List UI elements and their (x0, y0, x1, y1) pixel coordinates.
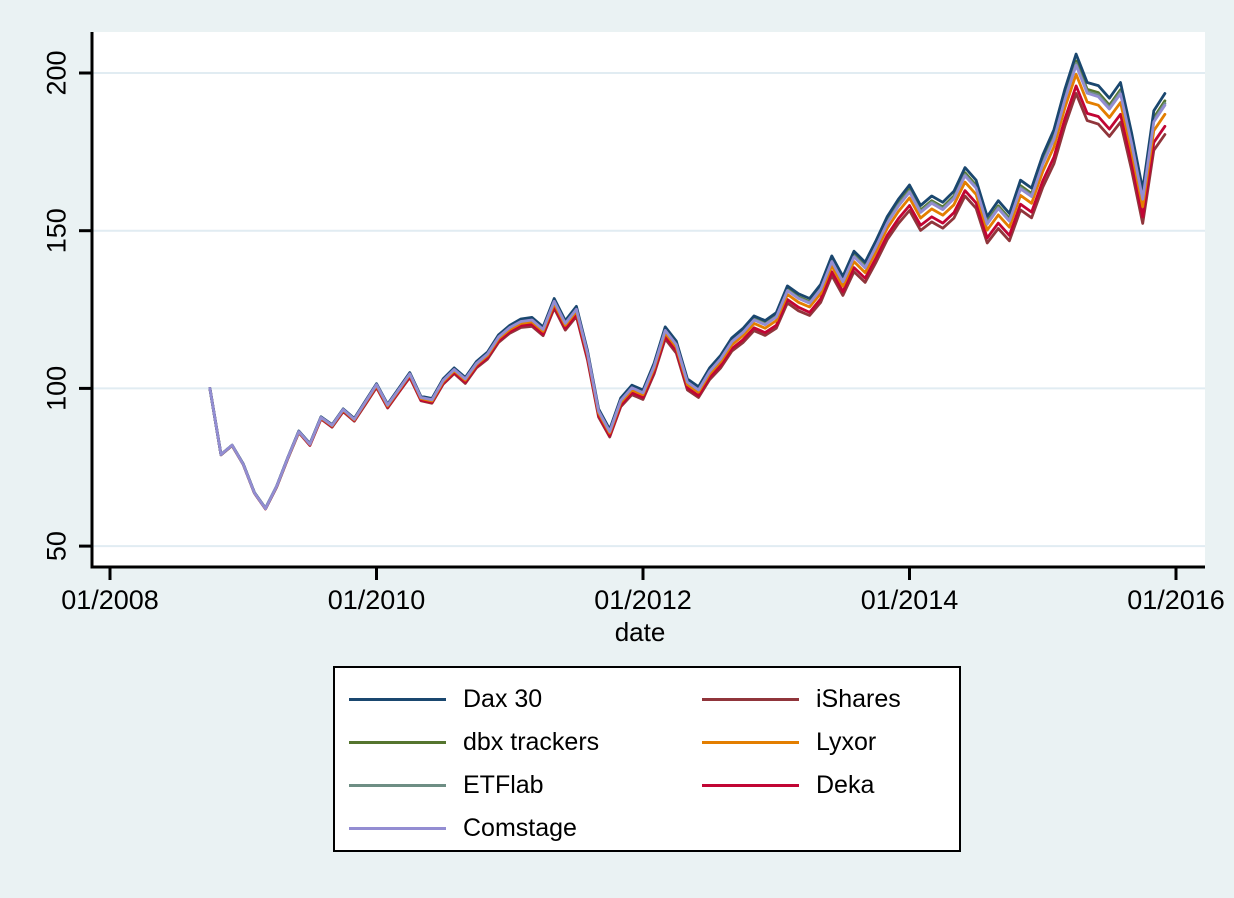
legend-label-ishares: iShares (816, 685, 901, 713)
legend-label-dbx-trackers: dbx trackers (463, 728, 600, 756)
legend-item-lyxor: Lyxor (702, 721, 959, 764)
y-tick-label-100: 100 (41, 366, 71, 411)
legend-swatch-deka (702, 784, 799, 787)
plot-area (92, 32, 1205, 566)
legend-swatch-lyxor (702, 741, 799, 744)
y-tick-label-150: 150 (41, 208, 71, 253)
legend-item-dax-30: Dax 30 (349, 678, 702, 721)
series-lines (208, 52, 1167, 511)
y-tick-label-50: 50 (41, 531, 71, 561)
legend-label-dax-30: Dax 30 (463, 685, 543, 713)
legend-swatch-comstage (349, 827, 446, 830)
legend-label-comstage: Comstage (463, 814, 577, 842)
x-tick-label-2008: 01/2008 (61, 585, 159, 615)
x-tick-label-2014: 01/2014 (861, 585, 959, 615)
x-tick-label-2010: 01/2010 (328, 585, 426, 615)
legend-label-lyxor: Lyxor (816, 728, 877, 756)
legend-swatch-ishares (702, 698, 799, 701)
legend-label-etflab: ETFlab (463, 771, 544, 799)
legend-swatch-etflab (349, 784, 446, 787)
legend-swatch-dax-30 (349, 698, 446, 701)
y-axis-ticks (79, 71, 91, 548)
legend-item-comstage: Comstage (349, 807, 702, 850)
legend-item-ishares: iShares (702, 678, 959, 721)
legend-item-etflab: ETFlab (349, 764, 702, 807)
series-line-comstage (208, 64, 1167, 511)
x-axis-title: date (615, 617, 666, 647)
legend-item-dbx-trackers: dbx trackers (349, 721, 702, 764)
y-tick-label-200: 200 (41, 50, 71, 95)
legend: Dax 30 dbx trackers ETFlab Comstage iSha… (333, 666, 961, 852)
legend-item-deka: Deka (702, 764, 959, 807)
x-tick-label-2016: 01/2016 (1127, 585, 1225, 615)
x-axis-ticks (108, 568, 1178, 580)
legend-label-deka: Deka (816, 771, 875, 799)
x-tick-label-2012: 01/2012 (594, 585, 692, 615)
legend-swatch-dbx-trackers (349, 741, 446, 744)
